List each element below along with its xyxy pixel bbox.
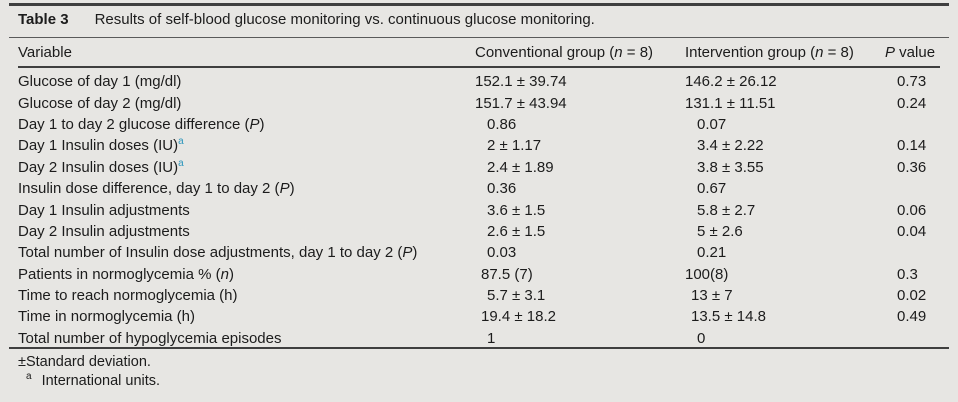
cell-p-value: 0.14 — [897, 137, 927, 155]
cell-variable: Total number of Insulin dose adjustments… — [18, 244, 418, 262]
cell-p-value — [885, 242, 940, 263]
table-footnotes: ±Standard deviation. a International uni… — [18, 353, 940, 391]
table-row: Day 2 Insulin adjustments 2.6 ± 1.5 5 ± 2.… — [18, 221, 940, 242]
cell-conventional: 0.03 — [487, 244, 517, 262]
cell-p-value: 0.73 — [897, 73, 927, 91]
cell-p-value: 0.04 — [897, 222, 927, 240]
cell-intervention: 0.07 — [697, 115, 727, 133]
cell-conventional: 0.36 — [487, 180, 517, 198]
table-row: Insulin dose difference, day 1 to day 2 … — [18, 178, 940, 199]
cell-intervention: 13 ± 7 — [691, 287, 733, 305]
cell-p-value: 0.36 — [897, 158, 927, 176]
cell-intervention: 3.4 ± 2.22 — [697, 137, 764, 155]
cell-variable: Patients in normoglycemia % (n) — [18, 265, 234, 283]
table-header-row: Variable Conventional group (n = 8) Inte… — [18, 39, 940, 68]
column-header-variable: Variable — [18, 39, 475, 68]
cell-p-value — [885, 328, 940, 349]
cell-conventional: 152.1 ± 39.74 — [475, 73, 567, 91]
cell-conventional: 2.6 ± 1.5 — [487, 222, 546, 240]
cell-intervention: 100(8) — [685, 265, 729, 283]
footnote-international-units: a International units. — [26, 371, 161, 389]
cell-p-value: 0.3 — [897, 265, 918, 283]
footnote-standard-deviation: ±Standard deviation. — [18, 354, 151, 370]
cell-variable: Insulin dose difference, day 1 to day 2 … — [18, 180, 295, 198]
cell-variable: Time to reach normoglycemia (h) — [18, 287, 238, 305]
table-label: Table 3 — [18, 11, 69, 28]
cell-conventional: 5.7 ± 3.1 — [487, 287, 546, 305]
column-header-intervention-group: Intervention group (n = 8) — [685, 39, 885, 68]
table-row: Glucose of day 1 (mg/dl) 152.1 ± 39.74 146… — [18, 67, 940, 92]
cell-intervention: 146.2 ± 26.12 — [685, 73, 777, 91]
cell-conventional: 0.86 — [487, 115, 517, 133]
cell-conventional: 1 — [487, 329, 496, 347]
cell-conventional: 151.7 ± 43.94 — [475, 94, 567, 112]
cell-p-value: 0.49 — [897, 308, 927, 326]
cell-variable: Day 1 to day 2 glucose difference (P) — [18, 115, 265, 133]
table-caption-row: Table 3 Results of self-blood glucose mon… — [18, 11, 940, 28]
cell-conventional: 2.4 ± 1.89 — [487, 158, 554, 176]
table-row: Total number of Insulin dose adjustments… — [18, 242, 940, 263]
table-body: Glucose of day 1 (mg/dl) 152.1 ± 39.74 146… — [18, 67, 940, 349]
cell-conventional: 87.5 (7) — [481, 265, 533, 283]
table-row: Time in normoglycemia (h) 19.4 ± 18.2 13.5… — [18, 306, 940, 327]
results-table: Variable Conventional group (n = 8) Inte… — [18, 39, 940, 349]
cell-p-value: 0.24 — [897, 94, 927, 112]
caption-divider-rule — [9, 37, 949, 38]
cell-p-value: 0.06 — [897, 201, 927, 219]
table-row: Day 2 Insulin doses (IU)a 2.4 ± 1.89 3.8 ±… — [18, 157, 940, 178]
cell-variable: Day 1 Insulin doses (IU)a — [18, 136, 184, 155]
cell-p-value: 0.02 — [897, 287, 927, 305]
cell-variable: Day 1 Insulin adjustments — [18, 201, 190, 219]
table-caption: Results of self-blood glucose monitoring… — [94, 11, 595, 28]
cell-intervention: 5.8 ± 2.7 — [697, 201, 756, 219]
cell-intervention: 3.8 ± 3.55 — [697, 158, 764, 176]
table-row: Time to reach normoglycemia (h) 5.7 ± 3.1… — [18, 285, 940, 306]
cell-intervention: 131.1 ± 11.51 — [685, 94, 776, 112]
cell-variable: Glucose of day 2 (mg/dl) — [18, 94, 182, 112]
cell-intervention: 13.5 ± 14.8 — [691, 308, 766, 326]
cell-intervention: 0.67 — [697, 180, 727, 198]
cell-intervention: 0 — [697, 329, 706, 347]
table-row: Day 1 to day 2 glucose difference (P) 0.8… — [18, 114, 940, 135]
table-row: Day 1 Insulin adjustments 3.6 ± 1.5 5.8 ± … — [18, 199, 940, 220]
cell-variable: Total number of hypoglycemia episodes — [18, 329, 282, 347]
cell-conventional: 3.6 ± 1.5 — [487, 201, 546, 219]
cell-intervention: 0.21 — [697, 244, 727, 262]
cell-intervention: 5 ± 2.6 — [697, 222, 743, 240]
cell-variable: Day 2 Insulin doses (IU)a — [18, 157, 184, 176]
cell-variable: Time in normoglycemia (h) — [18, 308, 195, 326]
column-header-p-value: P value — [885, 39, 940, 68]
column-header-conventional-group: Conventional group (n = 8) — [475, 39, 685, 68]
table-top-rule — [9, 3, 949, 6]
cell-p-value — [885, 114, 940, 135]
cell-conventional: 19.4 ± 18.2 — [481, 308, 556, 326]
cell-p-value — [885, 178, 940, 199]
table-row: Total number of hypoglycemia episodes 1 0 — [18, 328, 940, 349]
table-bottom-rule — [9, 347, 949, 349]
table-row: Patients in normoglycemia % (n) 87.5 (7) 1… — [18, 264, 940, 285]
table-row: Glucose of day 2 (mg/dl) 151.7 ± 43.94 131… — [18, 92, 940, 113]
cell-variable: Day 2 Insulin adjustments — [18, 222, 190, 240]
cell-conventional: 2 ± 1.17 — [487, 137, 542, 155]
table-row: Day 1 Insulin doses (IU)a 2 ± 1.17 3.4 ± 2… — [18, 135, 940, 156]
cell-variable: Glucose of day 1 (mg/dl) — [18, 73, 182, 91]
